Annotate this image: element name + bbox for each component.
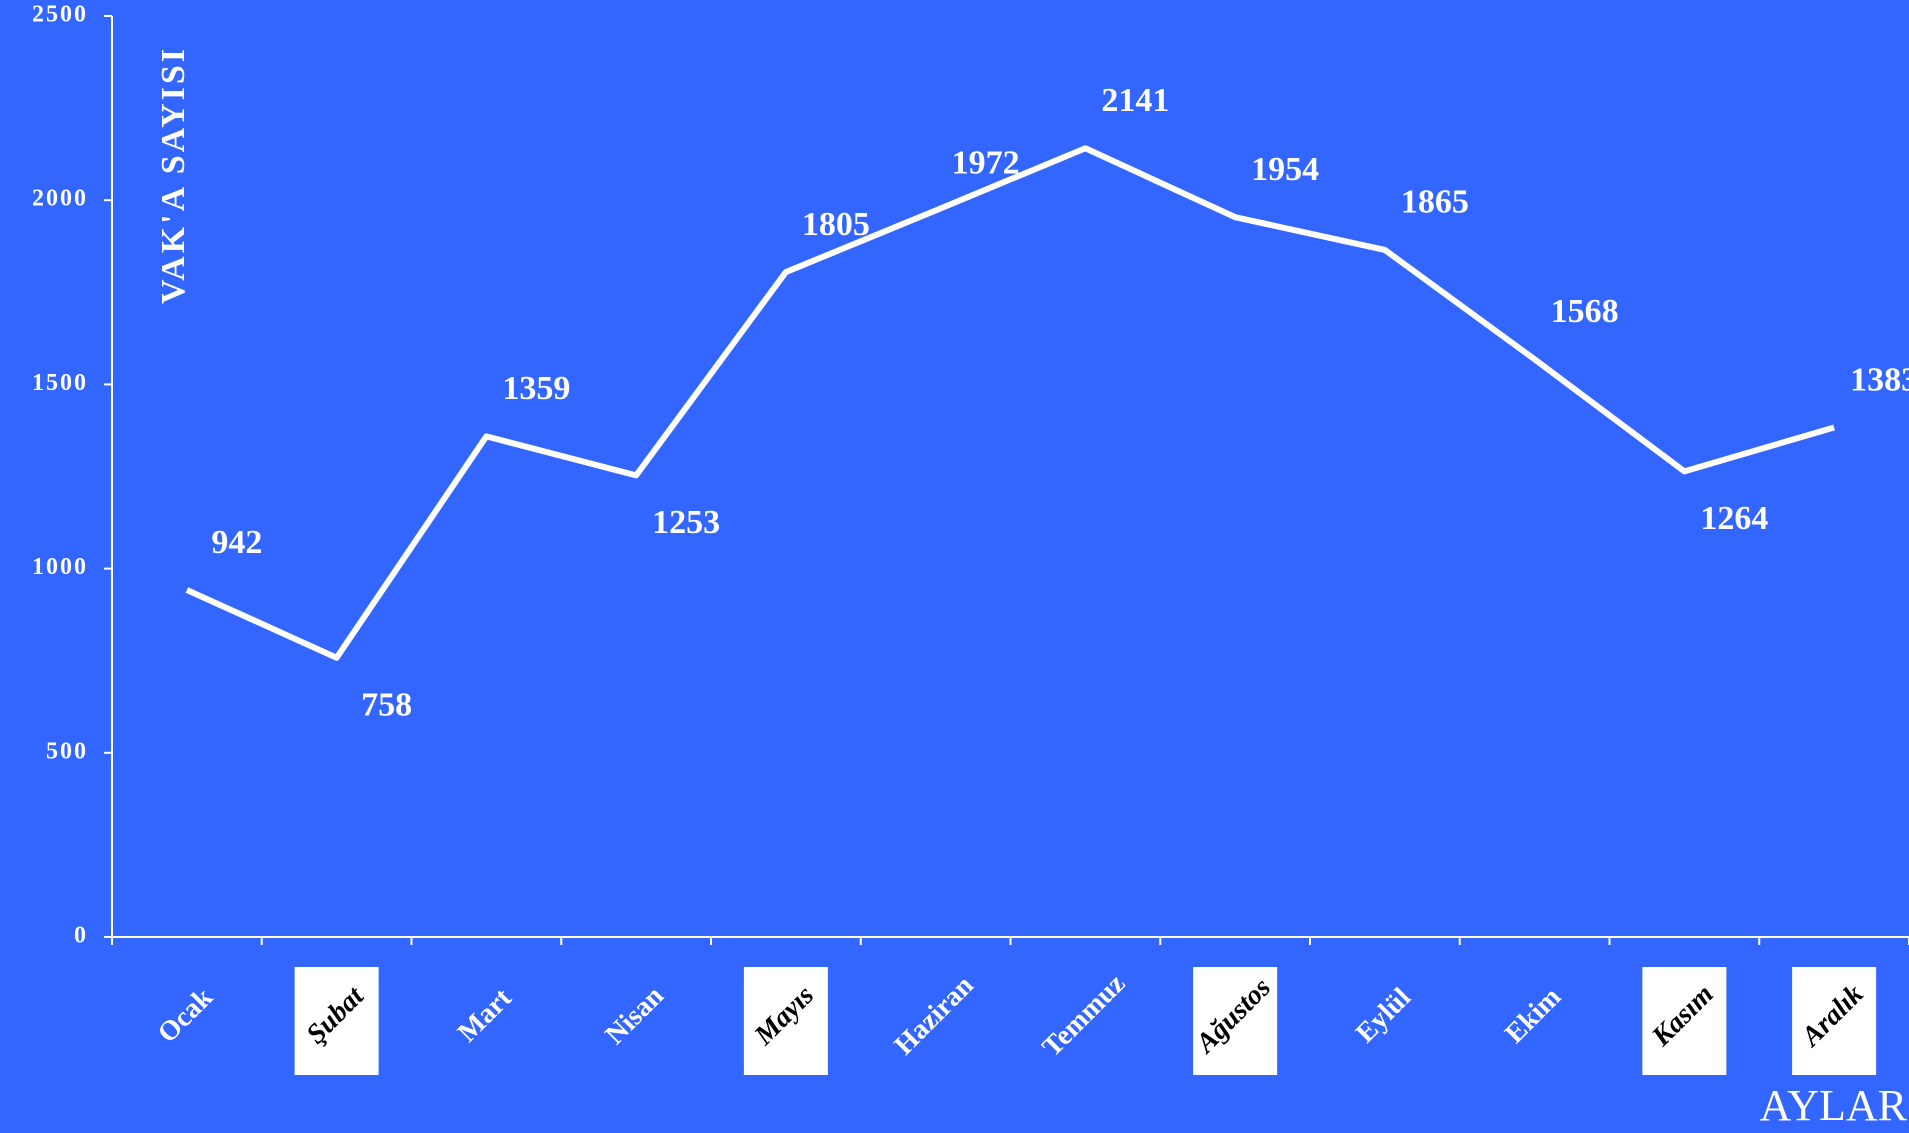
data-label: 758 bbox=[361, 687, 412, 724]
line bbox=[185, 145, 1835, 661]
x-tick-box bbox=[743, 967, 828, 1075]
x-tick-box bbox=[294, 967, 379, 1075]
data-label: 1805 bbox=[802, 206, 870, 243]
y-tick-label: 500 bbox=[46, 738, 88, 764]
x-tick-box bbox=[1792, 967, 1877, 1075]
y-axis-title: VAK'A SAYISI bbox=[155, 46, 192, 304]
x-tick-group: Şubat bbox=[294, 967, 379, 1075]
x-tick-group: Aralık bbox=[1792, 967, 1877, 1075]
x-tick-box bbox=[1642, 967, 1727, 1075]
data-label: 1383 bbox=[1850, 361, 1909, 398]
y-tick-label: 2000 bbox=[32, 186, 88, 212]
data-label: 1264 bbox=[1700, 500, 1768, 537]
data-label: 1359 bbox=[502, 370, 570, 407]
y-tick-label: 2500 bbox=[32, 2, 88, 28]
data-label: 1253 bbox=[652, 504, 720, 541]
x-axis-title: AYLAR bbox=[1759, 1081, 1907, 1130]
data-label: 2141 bbox=[1101, 82, 1169, 119]
data-label: 1568 bbox=[1551, 293, 1619, 330]
x-tick-group: Kasım bbox=[1642, 967, 1727, 1075]
y-tick-label: 1000 bbox=[32, 554, 88, 580]
x-tick-group: Ağustos bbox=[1189, 967, 1277, 1075]
data-label: 1954 bbox=[1251, 151, 1319, 188]
data-label: 1972 bbox=[952, 144, 1020, 181]
y-tick-label: 1500 bbox=[32, 370, 88, 396]
data-label: 1865 bbox=[1401, 184, 1469, 221]
data-label: 942 bbox=[211, 524, 262, 561]
x-tick-group: Mayıs bbox=[743, 967, 828, 1075]
y-tick-label: 0 bbox=[74, 923, 88, 949]
x-tick-box bbox=[1193, 967, 1278, 1075]
